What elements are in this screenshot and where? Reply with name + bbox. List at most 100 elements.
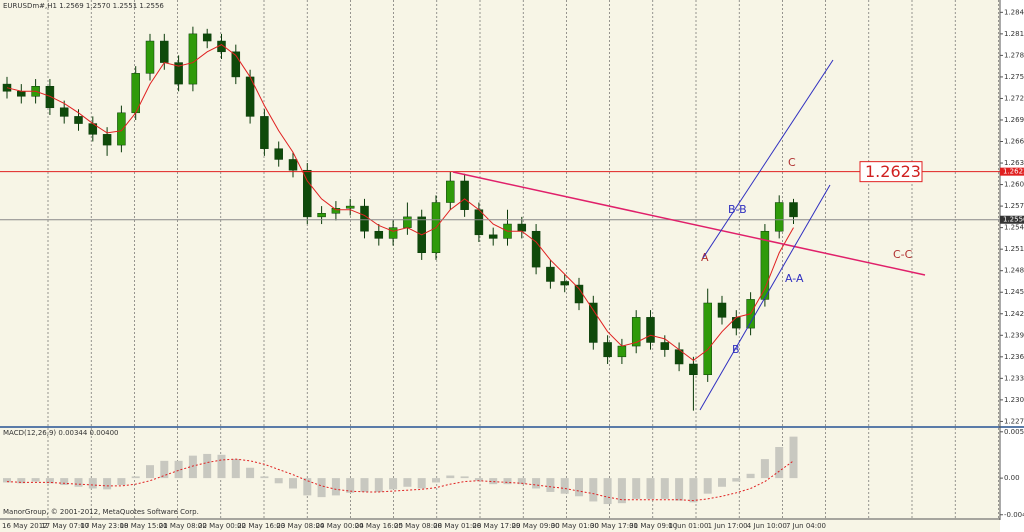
candle-body (560, 281, 569, 286)
macd-bar (589, 478, 598, 502)
x-tick-label: 22 May 00:00 (198, 522, 246, 530)
y-tick-label: 1.2725 (1004, 94, 1024, 102)
macd-bar (489, 478, 498, 485)
axis-background (1000, 0, 1024, 532)
candle-body (145, 40, 155, 74)
macd-bar (17, 478, 26, 484)
macd-bar (660, 478, 669, 499)
y-tick-label: 0.00536 (1004, 428, 1024, 436)
wave-label: A-A (785, 272, 804, 285)
y-tick-label: 1.2755 (1004, 73, 1024, 81)
macd-bar (474, 478, 483, 481)
level-label: 1.2623 (865, 162, 921, 181)
chart-background (0, 0, 1000, 532)
macd-bar (760, 459, 769, 479)
x-tick-label: 16 May 2012 (2, 522, 48, 530)
x-tick-label: 1 Jun 01:00 (668, 522, 708, 530)
macd-bar (689, 478, 698, 503)
copyright: ManorGroup, © 2001-2012, MetaQuotes Soft… (3, 508, 199, 516)
y-tick-label: 1.2425 (1004, 310, 1024, 318)
x-tick-label: 31 May 09:00 (629, 522, 677, 530)
last-price-label: 1.2556 (1003, 216, 1024, 224)
candle-body (631, 317, 641, 347)
candle-body (446, 180, 455, 203)
macd-bar (632, 478, 641, 499)
level-axis-tag (1000, 167, 1024, 176)
candle-body (546, 266, 555, 282)
y-tick-label: 1.2635 (1004, 159, 1024, 167)
macd-bar (317, 478, 326, 498)
candle-body (403, 216, 412, 228)
macd-bar (231, 459, 240, 479)
y-tick-label: 1.2515 (1004, 245, 1024, 253)
candle-body (274, 148, 283, 160)
candle-body (589, 302, 598, 343)
macd-bar (60, 478, 69, 486)
macd-bar (217, 454, 226, 479)
channel-line-aa (699, 184, 831, 411)
wave-label: C-C (893, 248, 913, 261)
candle-body (17, 91, 26, 97)
candle-body (360, 205, 369, 232)
candle-body (617, 345, 627, 358)
macd-bar (303, 478, 312, 496)
macd-bar (346, 478, 355, 493)
candle-body (703, 302, 712, 376)
price-pane: 1.2845 1.2815 1.2785 1.2755 1.2725 1.2695 1.26… (0, 8, 1024, 425)
candle-body (660, 342, 670, 350)
candle-body (260, 116, 269, 149)
x-tick-label: 24 May 00:00 (316, 522, 364, 530)
candle-body (74, 116, 83, 124)
x-tick-label: 4 Jun 10:00 (747, 522, 787, 530)
x-tick-label: 24 May 16:00 (355, 522, 403, 530)
channel-line-bb (702, 59, 834, 259)
macd-header: MACD(12,26,9) 0.00344 0.00400 (3, 429, 119, 437)
macd-bar (560, 478, 569, 494)
macd-bar (746, 473, 755, 479)
macd-bar (417, 478, 426, 489)
day-separators (47, 0, 999, 519)
candle-body (288, 159, 298, 171)
macd-bar (117, 478, 126, 486)
level-axis-label: 1.2623 (1003, 168, 1024, 176)
macd-bar (617, 478, 626, 504)
macd-bar (389, 478, 398, 490)
macd-bar (446, 475, 455, 479)
candle-body (646, 317, 655, 343)
macd-bar (331, 478, 340, 496)
y-tick-label: 1.2785 (1004, 51, 1024, 59)
candle-body (45, 86, 55, 109)
y-tick-label: 1.2305 (1004, 396, 1024, 404)
macd-bar (789, 436, 798, 479)
last-price-tag (1000, 215, 1024, 224)
macd-bar (646, 478, 655, 499)
macd-bar (88, 478, 97, 489)
candle-body (188, 33, 198, 85)
candle-body (160, 40, 169, 63)
wave-label: C (788, 156, 796, 169)
y-tick-label: 1.2455 (1004, 288, 1024, 296)
macd-bar (575, 478, 583, 497)
macd-bar (360, 478, 369, 492)
moving-average (6, 44, 794, 362)
macd-bar (31, 478, 40, 482)
macd-bar (160, 460, 169, 479)
x-tick-label: 17 May 07:00 (41, 522, 89, 530)
y-tick-label: 1.2605 (1004, 181, 1024, 189)
macd-bar (718, 478, 726, 487)
y-tick-label: -0.00424 (1004, 511, 1024, 519)
y-tick-label: 1.2395 (1004, 331, 1024, 339)
candle-body (574, 284, 584, 304)
y-tick-label: 1.2365 (1004, 353, 1024, 361)
candle-body (474, 209, 484, 236)
y-tick-label: 1.2335 (1004, 374, 1024, 382)
macd-bar (246, 467, 255, 479)
candle-body (717, 302, 727, 318)
candle-body (374, 230, 384, 239)
candle-body (760, 230, 770, 300)
y-tick-label: 1.2695 (1004, 116, 1024, 124)
candle-body (102, 134, 112, 146)
symbol-header: EURUSDm#,H1 1.2569 1.2570 1.2551 1.2556 (3, 2, 164, 10)
macd-bar (74, 478, 83, 487)
